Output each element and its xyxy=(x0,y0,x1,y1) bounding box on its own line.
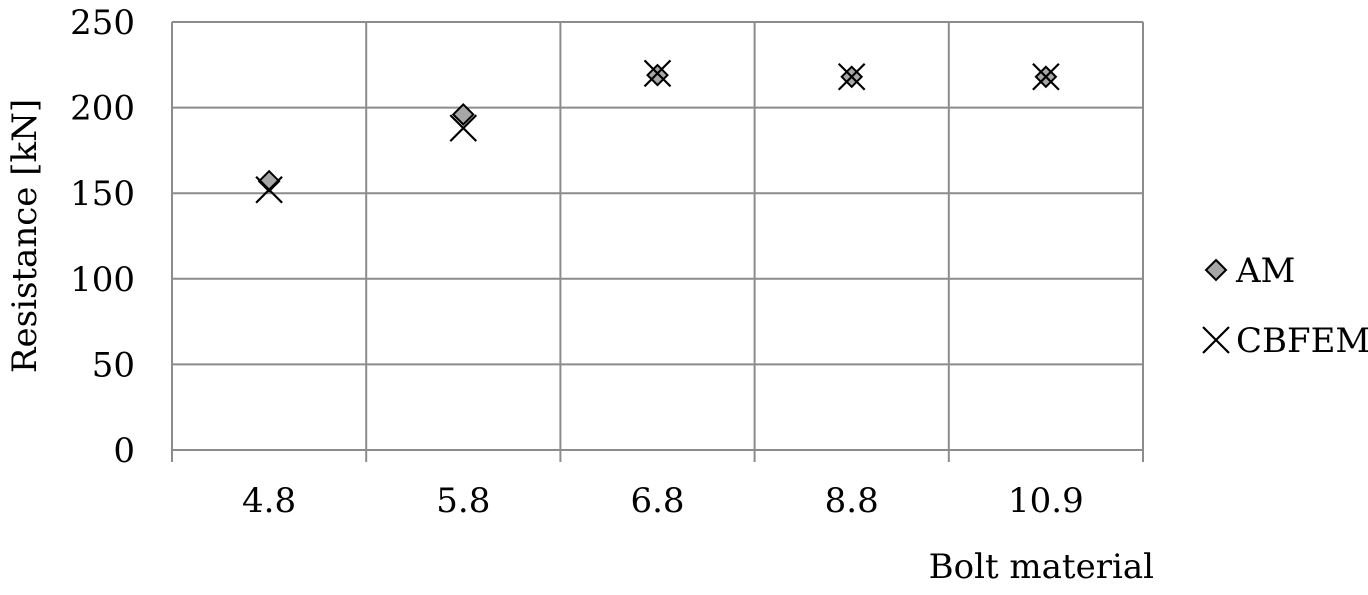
x-axis-ticks: 4.8 5.8 6.8 8.8 10.9 xyxy=(242,481,1084,521)
cbfem-point xyxy=(837,63,866,91)
y-tick-label: 150 xyxy=(70,174,135,214)
cbfem-point xyxy=(255,175,283,204)
y-tick-label: 0 xyxy=(113,431,135,471)
x-stroke xyxy=(837,63,866,91)
cbfem-point xyxy=(449,114,478,142)
cbfem-point xyxy=(1032,63,1060,91)
y-axis-label: Resistance [kN] xyxy=(5,99,45,373)
legend-cbfem-label: CBFEM xyxy=(1236,321,1368,361)
legend-am-label: AM xyxy=(1235,251,1295,291)
grid xyxy=(171,21,1144,462)
x-stroke xyxy=(1032,63,1060,91)
x-tick-label: 4.8 xyxy=(242,481,296,521)
y-tick-label: 50 xyxy=(92,345,135,385)
am-point xyxy=(451,103,475,126)
x-stroke xyxy=(1202,326,1230,354)
cbfem-point xyxy=(643,59,672,88)
x-axis-label: Bolt material xyxy=(929,547,1154,587)
x-tick-label: 6.8 xyxy=(630,481,684,521)
legend-cbfem-marker xyxy=(1202,326,1230,354)
y-tick-label: 250 xyxy=(70,3,135,43)
y-tick-label: 200 xyxy=(70,89,135,129)
x-stroke xyxy=(255,175,283,204)
am-point xyxy=(646,63,669,87)
data-points xyxy=(255,59,1060,204)
x-tick-label: 5.8 xyxy=(436,481,490,521)
x-stroke xyxy=(449,114,478,142)
legend-am-marker xyxy=(1204,258,1228,282)
legend: AM CBFEM xyxy=(1202,251,1368,361)
am-point xyxy=(257,169,281,193)
x-stroke xyxy=(643,59,672,88)
y-axis-ticks: 0 50 100 150 200 250 xyxy=(70,3,135,471)
x-tick-label: 8.8 xyxy=(825,481,879,521)
x-tick-label: 10.9 xyxy=(1008,481,1084,521)
y-tick-label: 100 xyxy=(70,260,135,300)
